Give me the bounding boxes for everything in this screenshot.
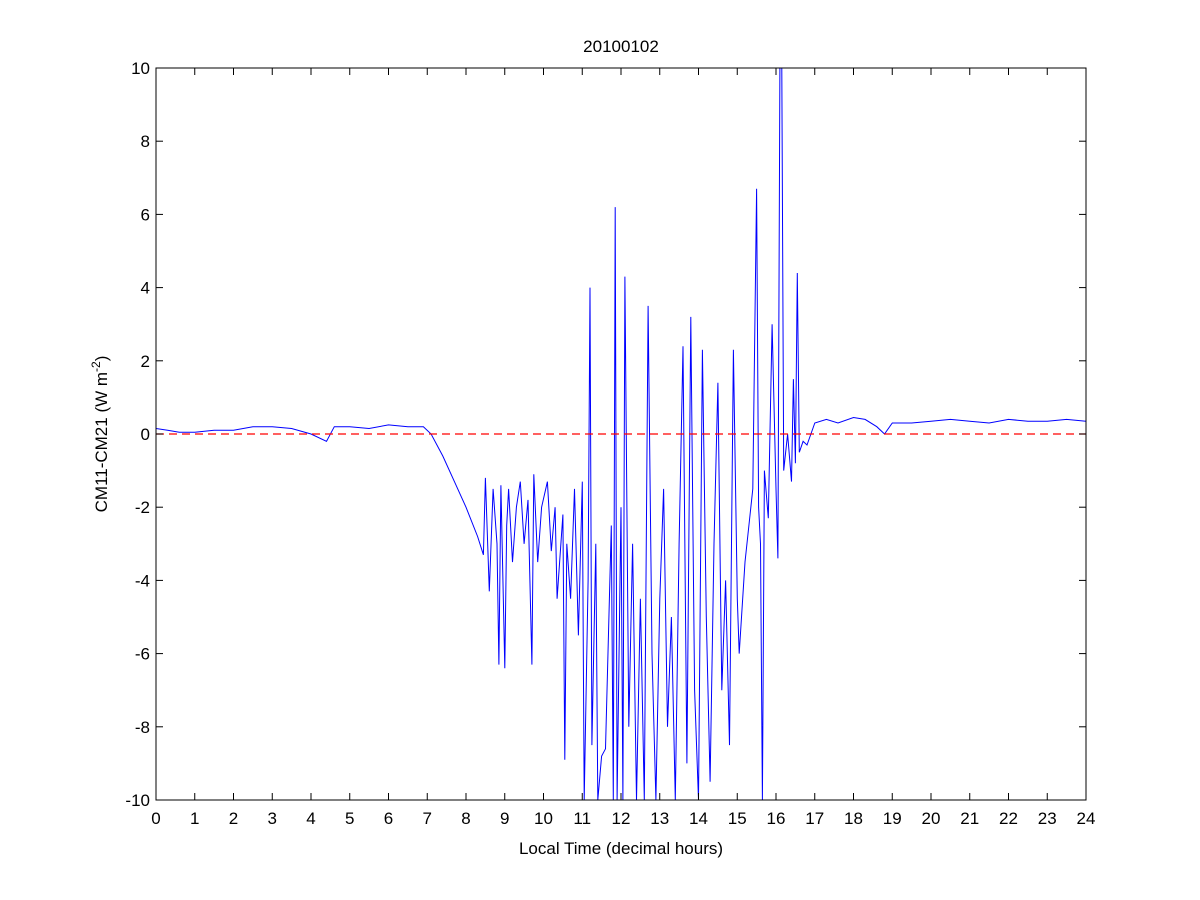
x-tick-label: 3 [268,809,277,828]
x-tick-label: 11 [573,809,591,828]
y-tick-label: 8 [141,132,150,151]
y-tick-label: -10 [125,791,150,810]
y-axis-label: CM11-CM21 (W m-2) [89,356,111,513]
x-tick-label: 19 [883,809,902,828]
x-tick-label: 0 [151,809,160,828]
y-axis-label-superscript: -2 [89,361,103,372]
y-tick-label: -2 [135,498,150,517]
y-axis-label-main: CM11-CM21 (W m [92,372,111,512]
x-axis-label: Local Time (decimal hours) [519,839,723,858]
x-tick-label: 2 [229,809,238,828]
x-tick-label: 13 [650,809,669,828]
y-tick-label: -8 [135,718,150,737]
x-tick-label: 5 [345,809,354,828]
y-axis-label-close: ) [92,356,111,362]
x-tick-label: 16 [767,809,786,828]
x-tick-label: 22 [999,809,1018,828]
chart-title: 20100102 [583,37,659,56]
x-tick-label: 8 [461,809,470,828]
y-tick-label: 10 [131,59,150,78]
y-tick-label: 0 [141,425,150,444]
x-tick-label: 1 [190,809,199,828]
y-tick-label: -6 [135,645,150,664]
x-tick-label: 7 [423,809,432,828]
y-tick-label: 6 [141,205,150,224]
x-tick-label: 14 [689,809,708,828]
y-tick-label: 2 [141,352,150,371]
x-tick-label: 18 [844,809,863,828]
series-line-cm11-cm21 [156,68,1086,800]
plot-frame [155,67,1087,801]
x-tick-label: 10 [534,809,553,828]
x-tick-label: 17 [805,809,824,828]
x-tick-label: 24 [1077,809,1096,828]
x-tick-label: 6 [384,809,393,828]
x-tick-label: 20 [922,809,941,828]
x-tick-label: 23 [1038,809,1057,828]
x-tick-label: 4 [306,809,315,828]
y-tick-label: -4 [135,571,150,590]
x-tick-label: 9 [500,809,509,828]
x-tick-label: 12 [612,809,631,828]
y-tick-label: 4 [141,279,150,298]
x-tick-label: 15 [728,809,747,828]
x-tick-label: 21 [960,809,979,828]
